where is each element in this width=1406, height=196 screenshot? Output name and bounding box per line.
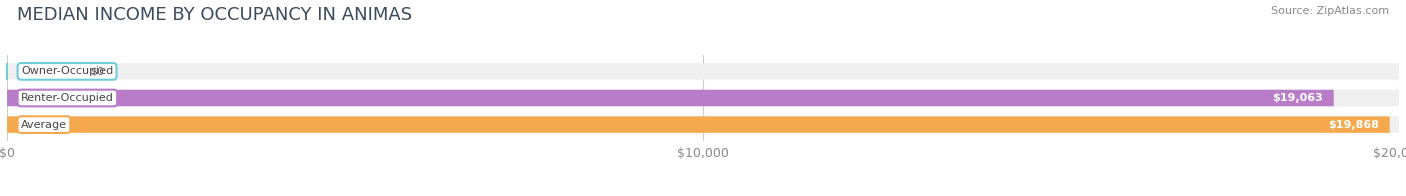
Text: $19,063: $19,063	[1272, 93, 1323, 103]
Text: Renter-Occupied: Renter-Occupied	[21, 93, 114, 103]
Text: Source: ZipAtlas.com: Source: ZipAtlas.com	[1271, 6, 1389, 16]
FancyBboxPatch shape	[7, 116, 1389, 133]
FancyBboxPatch shape	[7, 116, 1399, 133]
Text: $0: $0	[90, 66, 104, 76]
Text: Average: Average	[21, 120, 67, 130]
Text: $19,868: $19,868	[1329, 120, 1379, 130]
Text: MEDIAN INCOME BY OCCUPANCY IN ANIMAS: MEDIAN INCOME BY OCCUPANCY IN ANIMAS	[17, 6, 412, 24]
FancyBboxPatch shape	[7, 63, 1399, 80]
FancyBboxPatch shape	[7, 90, 1399, 106]
Text: Owner-Occupied: Owner-Occupied	[21, 66, 114, 76]
FancyBboxPatch shape	[7, 90, 1334, 106]
